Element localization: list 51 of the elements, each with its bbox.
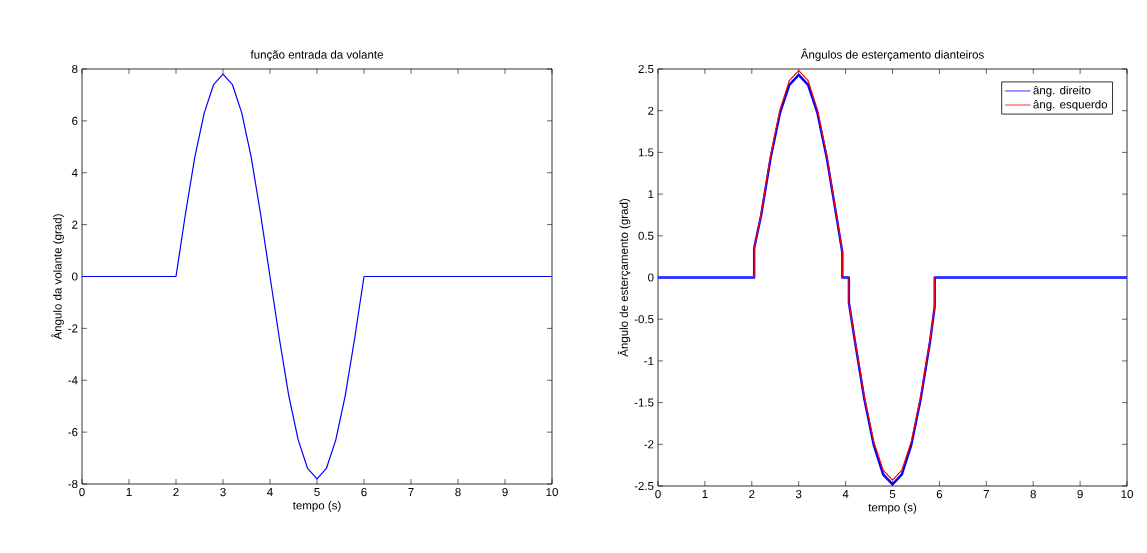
chart-title: função entrada da volante (250, 50, 383, 61)
x-tick-label: 0 (655, 490, 661, 499)
x-tick-label: 3 (220, 488, 226, 497)
x-axis-title: tempo (s) (292, 501, 341, 512)
y-tick-label: -2.5 (634, 481, 654, 491)
y-tick-label: -0.5 (634, 315, 654, 324)
x-tick-label: 7 (983, 490, 989, 498)
y-tick-label: 0 (72, 272, 78, 281)
x-tick-label: 10 (1121, 490, 1133, 499)
y-tick-label: -1.5 (634, 398, 654, 407)
y-tick-label: 1 (648, 190, 654, 199)
y-tick-label: 0.5 (638, 231, 654, 240)
y-axis-title: Ângulo de esterçamento (grad) (617, 198, 631, 357)
x-tick-label: 6 (936, 490, 943, 499)
x-axis-title: tempo (s) (868, 503, 917, 514)
y-tick-label: -1 (644, 356, 654, 365)
x-tick-label: 0 (79, 488, 85, 497)
y-tick-label: 0 (648, 273, 654, 282)
y-tick-label: -4 (68, 376, 78, 385)
x-tick-label: 8 (455, 488, 461, 497)
chart-title: Ângulos de esterçamento dianteiros (800, 48, 984, 61)
y-tick-label: -6 (68, 428, 78, 437)
x-tick-label: 1 (702, 490, 708, 498)
y-tick-label: 1.5 (638, 148, 654, 157)
x-tick-label: 1 (126, 488, 132, 496)
x-tick-label: 6 (361, 488, 367, 497)
y-tick-label: -2 (644, 440, 654, 449)
x-tick-label: 5 (889, 490, 896, 499)
x-tick-label: 2 (749, 490, 755, 499)
y-tick-label: 8 (72, 64, 78, 74)
y-tick-label: -8 (68, 479, 78, 489)
x-tick-label: 4 (267, 488, 273, 496)
x-tick-label: 3 (795, 490, 802, 499)
legend-label: âng. direito (1033, 85, 1091, 97)
x-tick-label: 5 (314, 488, 320, 497)
x-tick-label: 4 (842, 490, 849, 498)
y-tick-label: 2 (72, 220, 78, 229)
x-tick-label: 8 (1030, 490, 1036, 499)
x-tick-label: 10 (546, 488, 558, 497)
x-tick-label: 2 (173, 488, 179, 497)
y-tick-label: 2 (648, 106, 654, 115)
y-tick-label: 2.5 (638, 64, 654, 74)
x-tick-label: 9 (502, 488, 508, 497)
legend-label: âng. esquerdo (1033, 99, 1108, 111)
y-tick-label: -2 (68, 324, 78, 333)
y-tick-label: 4 (71, 168, 78, 177)
x-tick-label: 7 (408, 488, 414, 496)
line-series (82, 73, 552, 480)
x-tick-label: 9 (1077, 490, 1083, 499)
y-tick-label: 6 (72, 116, 78, 125)
y-axis-title: Ângulo da volante (grad) (51, 214, 64, 340)
